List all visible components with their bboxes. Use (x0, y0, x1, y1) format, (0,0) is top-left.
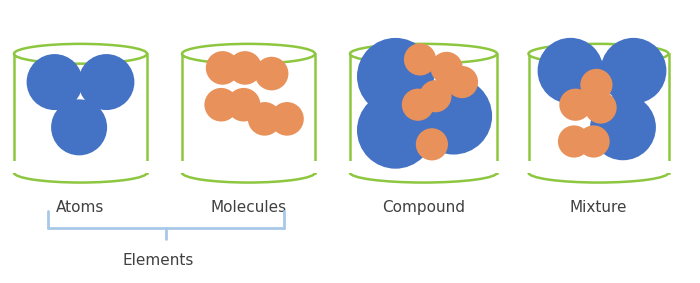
Ellipse shape (558, 125, 590, 158)
Ellipse shape (255, 57, 288, 90)
Text: Mixture: Mixture (570, 200, 627, 215)
Bar (182, 54, 315, 173)
Bar (522, 161, 676, 173)
Ellipse shape (415, 78, 492, 155)
Ellipse shape (580, 69, 612, 101)
Ellipse shape (528, 163, 668, 183)
Ellipse shape (270, 102, 304, 136)
Text: Molecules: Molecules (211, 200, 286, 215)
Ellipse shape (446, 66, 478, 98)
Ellipse shape (182, 163, 315, 183)
Ellipse shape (578, 125, 610, 158)
Ellipse shape (590, 95, 656, 160)
Ellipse shape (357, 38, 434, 115)
Ellipse shape (538, 38, 603, 104)
Ellipse shape (419, 80, 452, 112)
Bar (343, 161, 504, 173)
Ellipse shape (404, 43, 436, 76)
Ellipse shape (350, 163, 497, 183)
Ellipse shape (416, 128, 448, 160)
Bar (7, 161, 154, 173)
Ellipse shape (430, 52, 463, 84)
Ellipse shape (206, 51, 239, 85)
Ellipse shape (78, 54, 134, 110)
Ellipse shape (51, 99, 107, 155)
Ellipse shape (27, 54, 83, 110)
Ellipse shape (14, 163, 147, 183)
Bar (14, 54, 147, 173)
Ellipse shape (584, 91, 617, 124)
Ellipse shape (528, 44, 668, 64)
Text: Compound: Compound (382, 200, 465, 215)
Bar (350, 54, 497, 173)
Ellipse shape (227, 88, 260, 121)
Bar (528, 54, 668, 173)
Ellipse shape (559, 89, 592, 121)
Bar (175, 161, 322, 173)
Text: Elements: Elements (123, 253, 194, 268)
Ellipse shape (182, 44, 315, 64)
Ellipse shape (248, 102, 281, 136)
Text: Atoms: Atoms (56, 200, 105, 215)
Ellipse shape (402, 89, 434, 121)
Ellipse shape (14, 44, 147, 64)
Ellipse shape (228, 51, 262, 85)
Ellipse shape (357, 92, 434, 169)
Ellipse shape (601, 38, 666, 104)
Ellipse shape (350, 44, 497, 64)
Ellipse shape (204, 88, 238, 121)
